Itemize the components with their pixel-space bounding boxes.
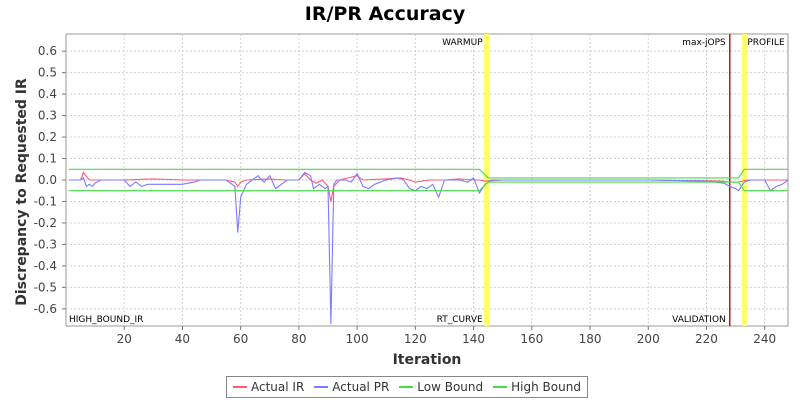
y-tick-label: -0.1: [34, 194, 57, 208]
legend-label: Actual IR: [251, 380, 305, 394]
legend-swatch: [493, 386, 508, 388]
y-tick-label: 0.2: [38, 130, 57, 144]
legend-item: Actual PR: [314, 380, 389, 394]
marker-label-layer: WARMUP RT_CURVE max-jOPS VALIDATION PROFILE H…: [69, 38, 785, 325]
marker-label: VALIDATION: [672, 315, 726, 325]
legend-swatch: [233, 386, 247, 388]
series-layer: [68, 168, 789, 324]
chart-title: IR/PR Accuracy: [305, 3, 466, 25]
legend-swatch: [314, 386, 329, 388]
x-tick-label: 100: [346, 332, 369, 346]
y-tick-label: -0.6: [34, 302, 57, 316]
x-tick-label: 120: [404, 332, 427, 346]
y-tick-label: 0.0: [38, 173, 57, 187]
x-tick-label: 60: [233, 332, 248, 346]
y-axis-label: Discrepancy to Requested IR: [14, 78, 30, 306]
marker-label: WARMUP: [442, 38, 483, 48]
y-tick-label: 0.6: [38, 44, 57, 58]
series-line: [68, 168, 788, 179]
x-tick-label: 200: [637, 332, 660, 346]
marker-label: PROFILE: [747, 38, 785, 48]
marker-band: [484, 34, 490, 326]
y-tick-label: -0.2: [34, 216, 57, 230]
x-tick-label: 80: [291, 332, 306, 346]
legend: Actual IR Actual PR Low Bound High Bound: [226, 376, 588, 398]
legend-item: Low Bound: [399, 380, 483, 394]
y-tick-label: -0.3: [34, 237, 57, 251]
x-tick-label: 160: [520, 332, 543, 346]
y-tick-label: 0.1: [38, 152, 57, 166]
x-tick-label: 240: [753, 332, 776, 346]
y-tick-label: -0.5: [34, 280, 57, 294]
y-tick-label: -0.4: [34, 259, 57, 273]
x-tick-label: 220: [695, 332, 718, 346]
y-tick-label: 0.5: [38, 66, 57, 80]
legend-label: Actual PR: [332, 380, 390, 394]
marker-label: RT_CURVE: [437, 315, 483, 325]
x-tick-label: 20: [117, 332, 132, 346]
legend-swatch: [399, 386, 414, 388]
series-line: [68, 181, 788, 192]
y-tick-label: 0.3: [38, 109, 57, 123]
legend-label: High Bound: [511, 380, 581, 394]
series-line: [68, 171, 789, 324]
axis-layer: 20 40 60 80 100 120 140 160 180 200 220 240 0.6 0.5 0.…: [34, 44, 777, 346]
x-axis-label: Iteration: [393, 352, 462, 368]
x-tick-label: 140: [462, 332, 485, 346]
legend-item: Actual IR: [233, 380, 304, 394]
marker-layer: [484, 34, 747, 326]
y-tick-label: 0.4: [38, 87, 57, 101]
marker-label: HIGH_BOUND_IR: [69, 315, 143, 325]
legend-item: High Bound: [493, 380, 581, 394]
legend-label: Low Bound: [417, 380, 484, 394]
marker-label: max-jOPS: [682, 38, 726, 48]
grid: [66, 34, 788, 326]
marker-band: [741, 34, 747, 326]
x-tick-label: 40: [175, 332, 190, 346]
x-tick-label: 180: [579, 332, 602, 346]
